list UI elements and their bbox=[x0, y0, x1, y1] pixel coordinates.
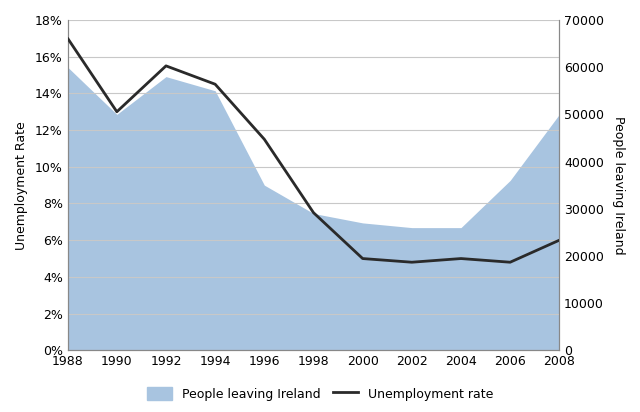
Legend: People leaving Ireland, Unemployment rate: People leaving Ireland, Unemployment rat… bbox=[141, 382, 499, 406]
Y-axis label: People leaving Ireland: People leaving Ireland bbox=[612, 116, 625, 255]
Y-axis label: Unemployment Rate: Unemployment Rate bbox=[15, 121, 28, 250]
